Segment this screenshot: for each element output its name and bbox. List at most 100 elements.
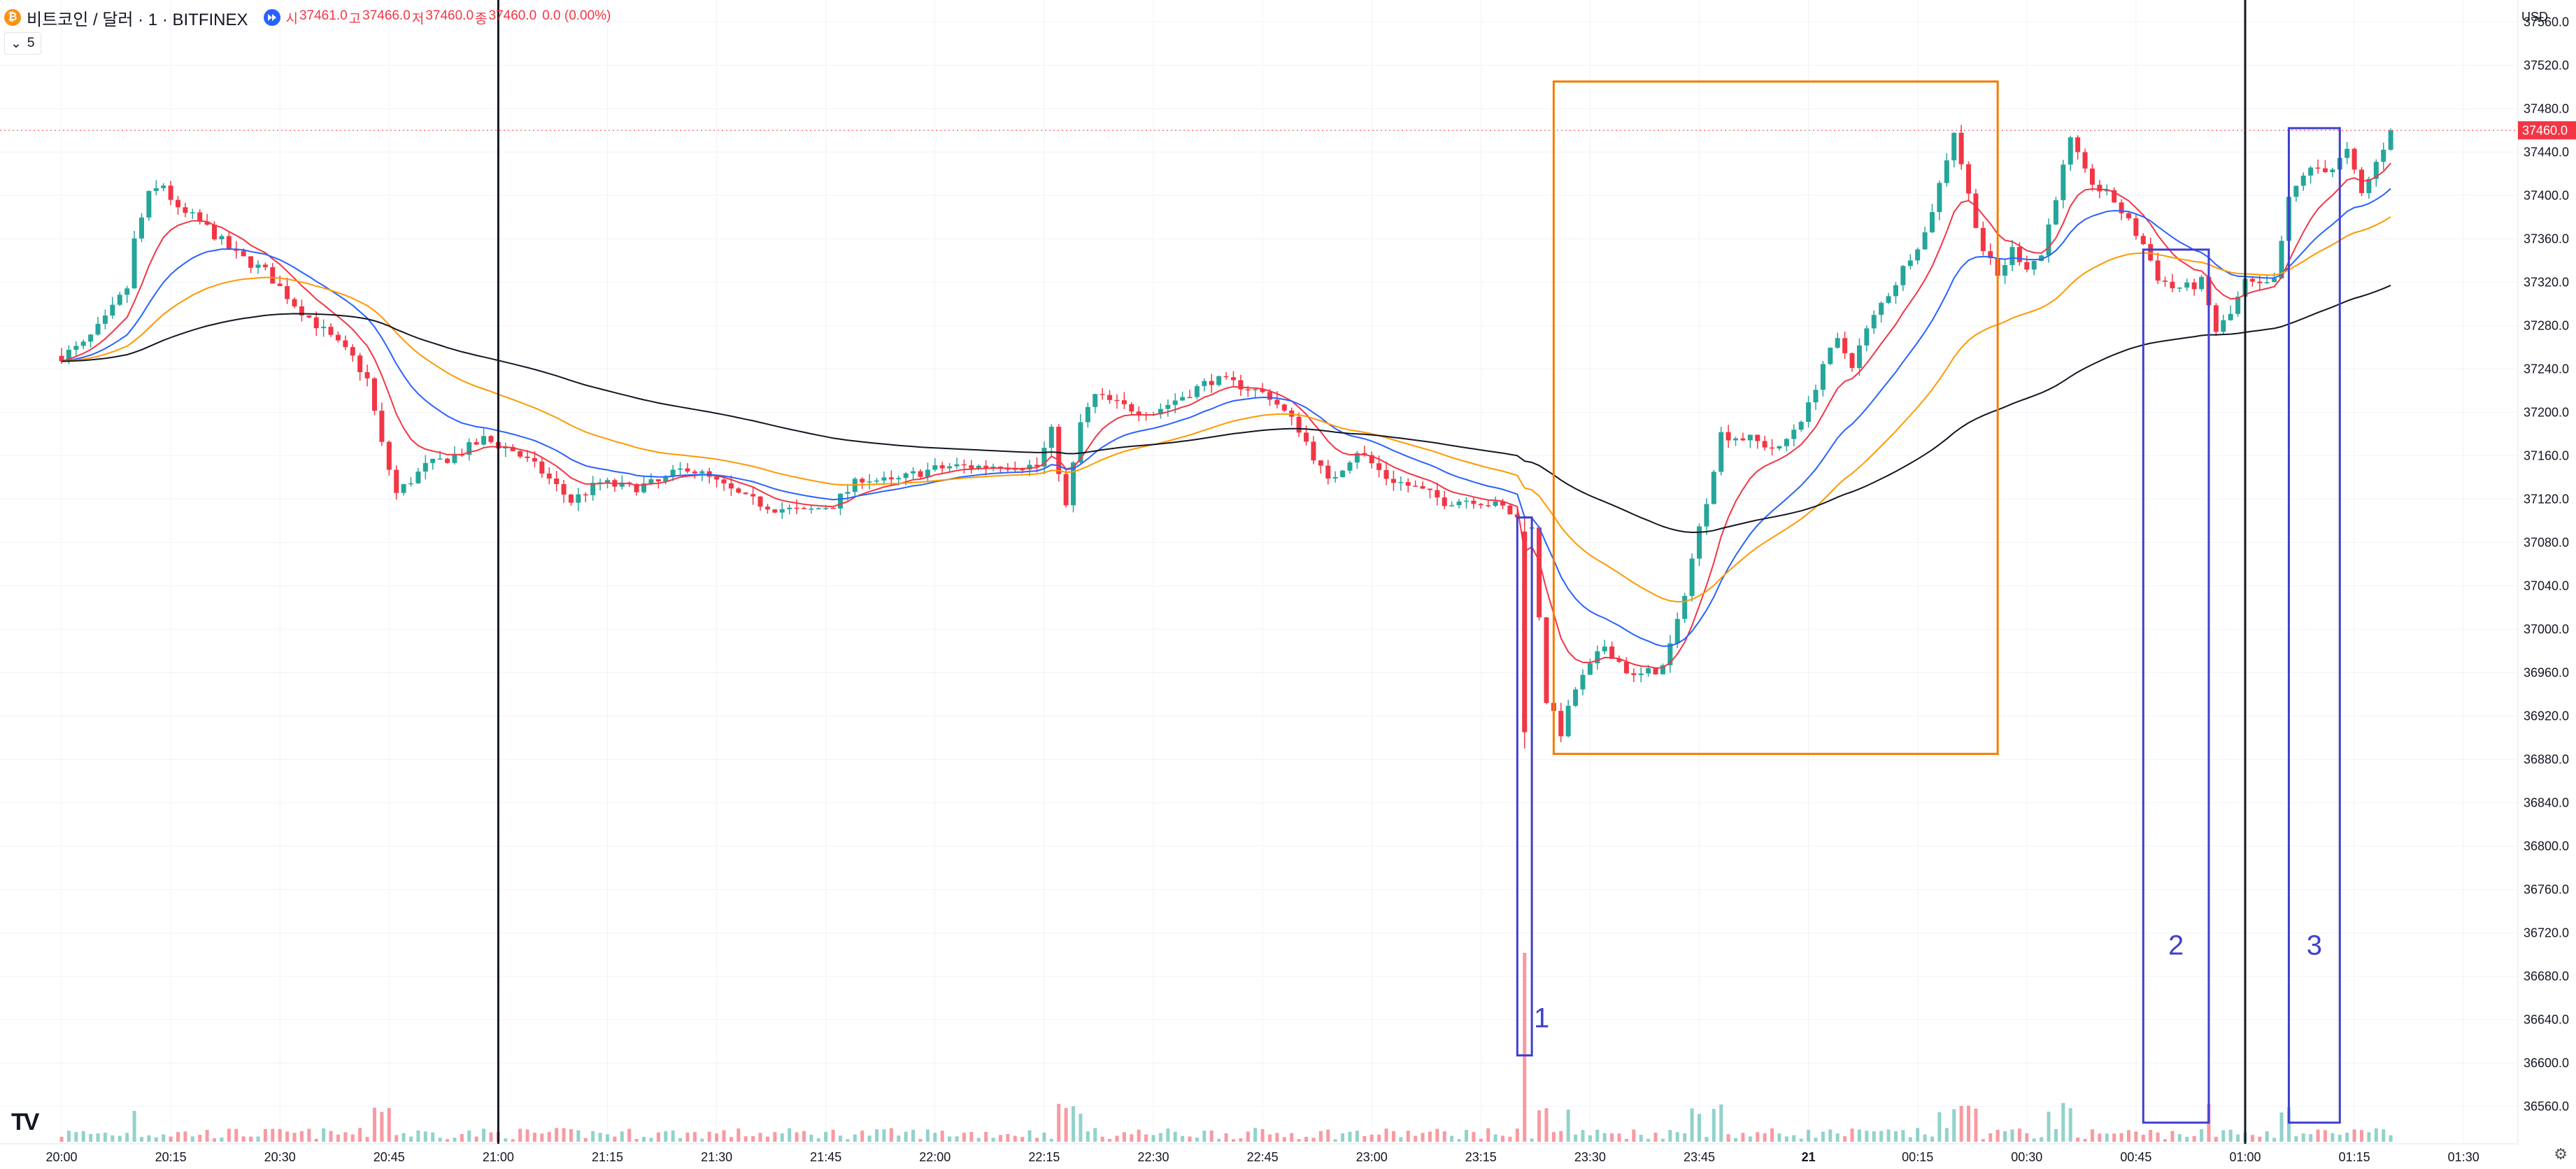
candle-body <box>1565 705 1571 737</box>
volume-bar <box>190 1136 194 1142</box>
y-tick-label: 37560.0 <box>2524 15 2569 29</box>
volume-bar <box>962 1133 966 1142</box>
volume-bar <box>2258 1136 2262 1142</box>
volume-bar <box>867 1135 871 1142</box>
y-tick-label: 37080.0 <box>2524 535 2569 549</box>
volume-bar <box>467 1130 471 1142</box>
ema-slow-line <box>61 216 2391 603</box>
candle-body <box>2016 247 2022 262</box>
candle-body <box>1311 441 1316 461</box>
volume-bar <box>1486 1128 1490 1142</box>
candle-body <box>124 288 130 295</box>
volume-bar <box>1122 1132 1126 1142</box>
open-label: 시 <box>285 11 298 27</box>
candle-body <box>546 473 552 479</box>
y-tick-label: 37320.0 <box>2524 275 2569 289</box>
low-value: 37460.0 <box>425 8 474 23</box>
annotation-box[interactable] <box>1516 516 1533 1057</box>
replay-icon[interactable] <box>263 9 280 26</box>
candle-body <box>1674 618 1680 644</box>
candle-body <box>1507 505 1513 515</box>
volume-bar <box>976 1138 981 1142</box>
volume-bar <box>1384 1128 1388 1142</box>
volume-bar <box>802 1131 806 1142</box>
ema-long-line <box>61 284 2391 534</box>
volume-bar <box>2090 1129 2094 1142</box>
candle-body <box>2366 178 2372 194</box>
candle-body <box>212 225 218 240</box>
volume-bar <box>540 1133 544 1142</box>
x-tick-label: 20:45 <box>373 1150 405 1164</box>
annotation-box[interactable] <box>1552 80 1999 756</box>
annotation-box[interactable] <box>2142 248 2210 1124</box>
candle-body <box>1791 430 1797 439</box>
volume-bar <box>656 1132 660 1142</box>
candle-body <box>1697 526 1702 559</box>
candle-body <box>896 478 902 480</box>
candle-body <box>1966 164 1972 194</box>
candle-body <box>343 340 348 348</box>
candle-body <box>1405 482 1411 486</box>
indicator-count: 5 <box>27 36 35 50</box>
tradingview-logo[interactable]: TV <box>11 1109 39 1135</box>
y-tick-label: 36600.0 <box>2524 1056 2569 1070</box>
gear-icon[interactable]: ⚙ <box>2554 1145 2568 1163</box>
volume-bar <box>1290 1133 1294 1142</box>
volume-bar <box>1799 1138 1803 1142</box>
candle-body <box>706 471 712 477</box>
candle-body <box>1318 460 1323 466</box>
volume-bar <box>372 1107 376 1142</box>
annotation-box[interactable] <box>2287 127 2341 1124</box>
candle-body <box>379 411 385 442</box>
indicators-toggle[interactable]: ⌄ 5 <box>4 32 41 55</box>
volume-bar <box>307 1128 311 1142</box>
candle-body <box>1740 438 1746 441</box>
candle-body <box>954 464 960 467</box>
y-tick-label: 37440.0 <box>2524 145 2569 159</box>
volume-bar <box>1923 1134 1927 1142</box>
candle-body <box>277 283 283 286</box>
y-tick-label: 36720.0 <box>2524 926 2569 940</box>
candle-body <box>2330 169 2335 173</box>
candle-body <box>270 267 276 284</box>
volume-bar <box>453 1138 457 1142</box>
volume-bar <box>1268 1134 1272 1142</box>
candle-body <box>1449 505 1455 506</box>
x-tick-label: 01:15 <box>2339 1150 2370 1164</box>
volume-bar <box>1559 1131 1563 1142</box>
candle-body <box>903 473 909 479</box>
candle-body <box>823 508 829 509</box>
volume-bar <box>446 1139 450 1142</box>
candle-body <box>467 442 472 455</box>
candle-body <box>2082 152 2088 169</box>
volume-bar <box>758 1133 762 1142</box>
x-tick-label: 00:30 <box>2011 1150 2042 1164</box>
candle-body <box>1071 462 1076 506</box>
volume-bar <box>1034 1138 1039 1142</box>
volume-bar <box>1595 1129 1600 1142</box>
volume-bar <box>111 1135 115 1142</box>
volume-bar <box>1027 1130 1032 1142</box>
candle-body <box>226 236 232 249</box>
candle-body <box>1398 482 1404 483</box>
volume-bar <box>889 1128 893 1142</box>
symbol-title[interactable]: 비트코인 / 달러 · 1 · BITFINEX <box>27 10 248 29</box>
candle-body <box>1274 399 1280 405</box>
candle-body <box>568 494 574 503</box>
x-tick-label: 23:30 <box>1574 1150 1606 1164</box>
volume-bar <box>1624 1139 1628 1142</box>
candle-body <box>2351 148 2357 170</box>
currency-label[interactable]: USD <box>2521 10 2548 24</box>
candle-body <box>1980 227 1986 252</box>
candle-body <box>1973 193 1979 228</box>
volume-bar <box>649 1138 653 1142</box>
volume-bar <box>2003 1131 2007 1142</box>
volume-bar <box>438 1138 442 1142</box>
candle-body <box>2089 168 2095 185</box>
candle-body <box>219 236 225 240</box>
candle-body <box>867 481 872 483</box>
candle-body <box>197 212 203 222</box>
candle-body <box>809 508 814 510</box>
volume-bar <box>525 1129 529 1142</box>
